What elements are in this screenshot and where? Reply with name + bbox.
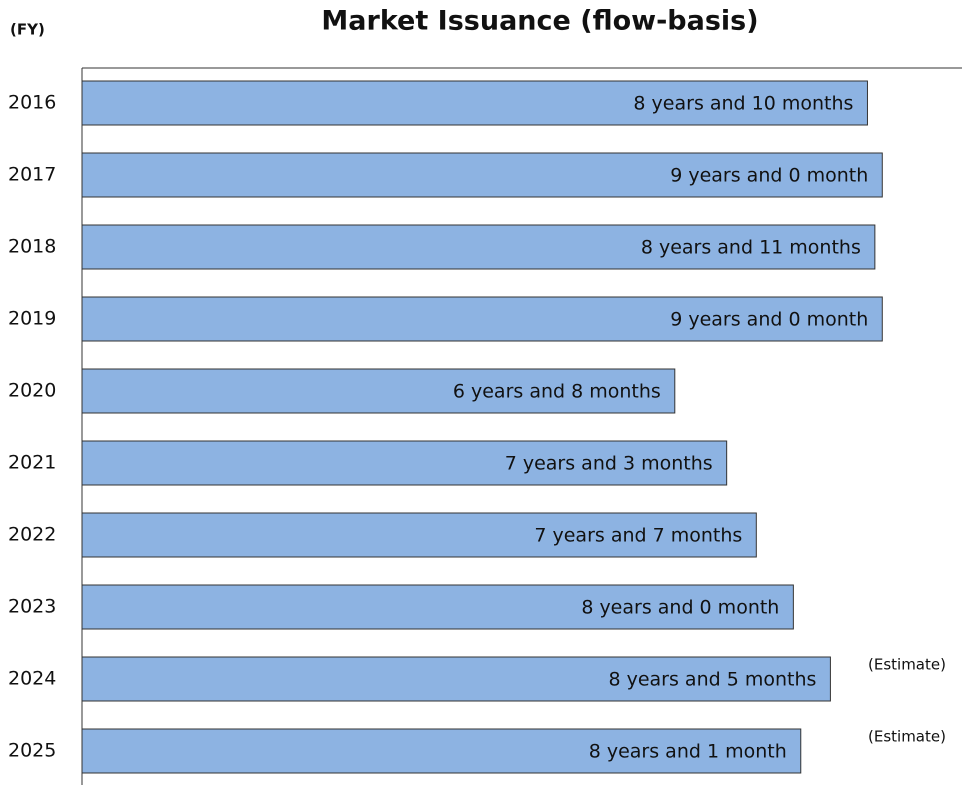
category-label: 2018 <box>8 236 56 258</box>
bar-label: 9 years and 0 month <box>670 165 868 187</box>
bar <box>81 584 794 630</box>
note: (Estimate) <box>868 656 946 674</box>
bar-label: 8 years and 1 month <box>589 741 787 763</box>
category-label: 2017 <box>8 164 56 186</box>
bar-label: 6 years and 8 months <box>453 381 661 403</box>
bar-label: 7 years and 3 months <box>505 453 713 475</box>
bar-label: 9 years and 0 month <box>670 309 868 331</box>
category-label: 2024 <box>8 668 56 690</box>
bar-label: 7 years and 7 months <box>534 525 742 547</box>
bar <box>81 368 676 414</box>
bar-label: 8 years and 5 months <box>608 669 816 691</box>
bar <box>81 656 831 702</box>
note: (Estimate) <box>868 728 946 746</box>
bar <box>81 296 883 342</box>
category-label: 2023 <box>8 596 56 618</box>
bar-label: 8 years and 0 month <box>581 597 779 619</box>
bar <box>81 440 728 486</box>
category-label: 2016 <box>8 92 56 114</box>
bar-label: 8 years and 10 months <box>633 93 853 115</box>
y-axis-label: (FY) <box>10 21 45 39</box>
category-label: 2022 <box>8 524 56 546</box>
bar <box>81 152 883 198</box>
category-label: 2021 <box>8 452 56 474</box>
category-label: 2025 <box>8 740 56 762</box>
category-label: 2020 <box>8 380 56 402</box>
category-label: 2019 <box>8 308 56 330</box>
bar <box>81 80 868 126</box>
bar <box>81 224 876 270</box>
bar <box>81 512 757 558</box>
bar <box>81 728 802 774</box>
chart-title: Market Issuance (flow-basis) <box>321 6 758 37</box>
bar-label: 8 years and 11 months <box>641 237 861 259</box>
